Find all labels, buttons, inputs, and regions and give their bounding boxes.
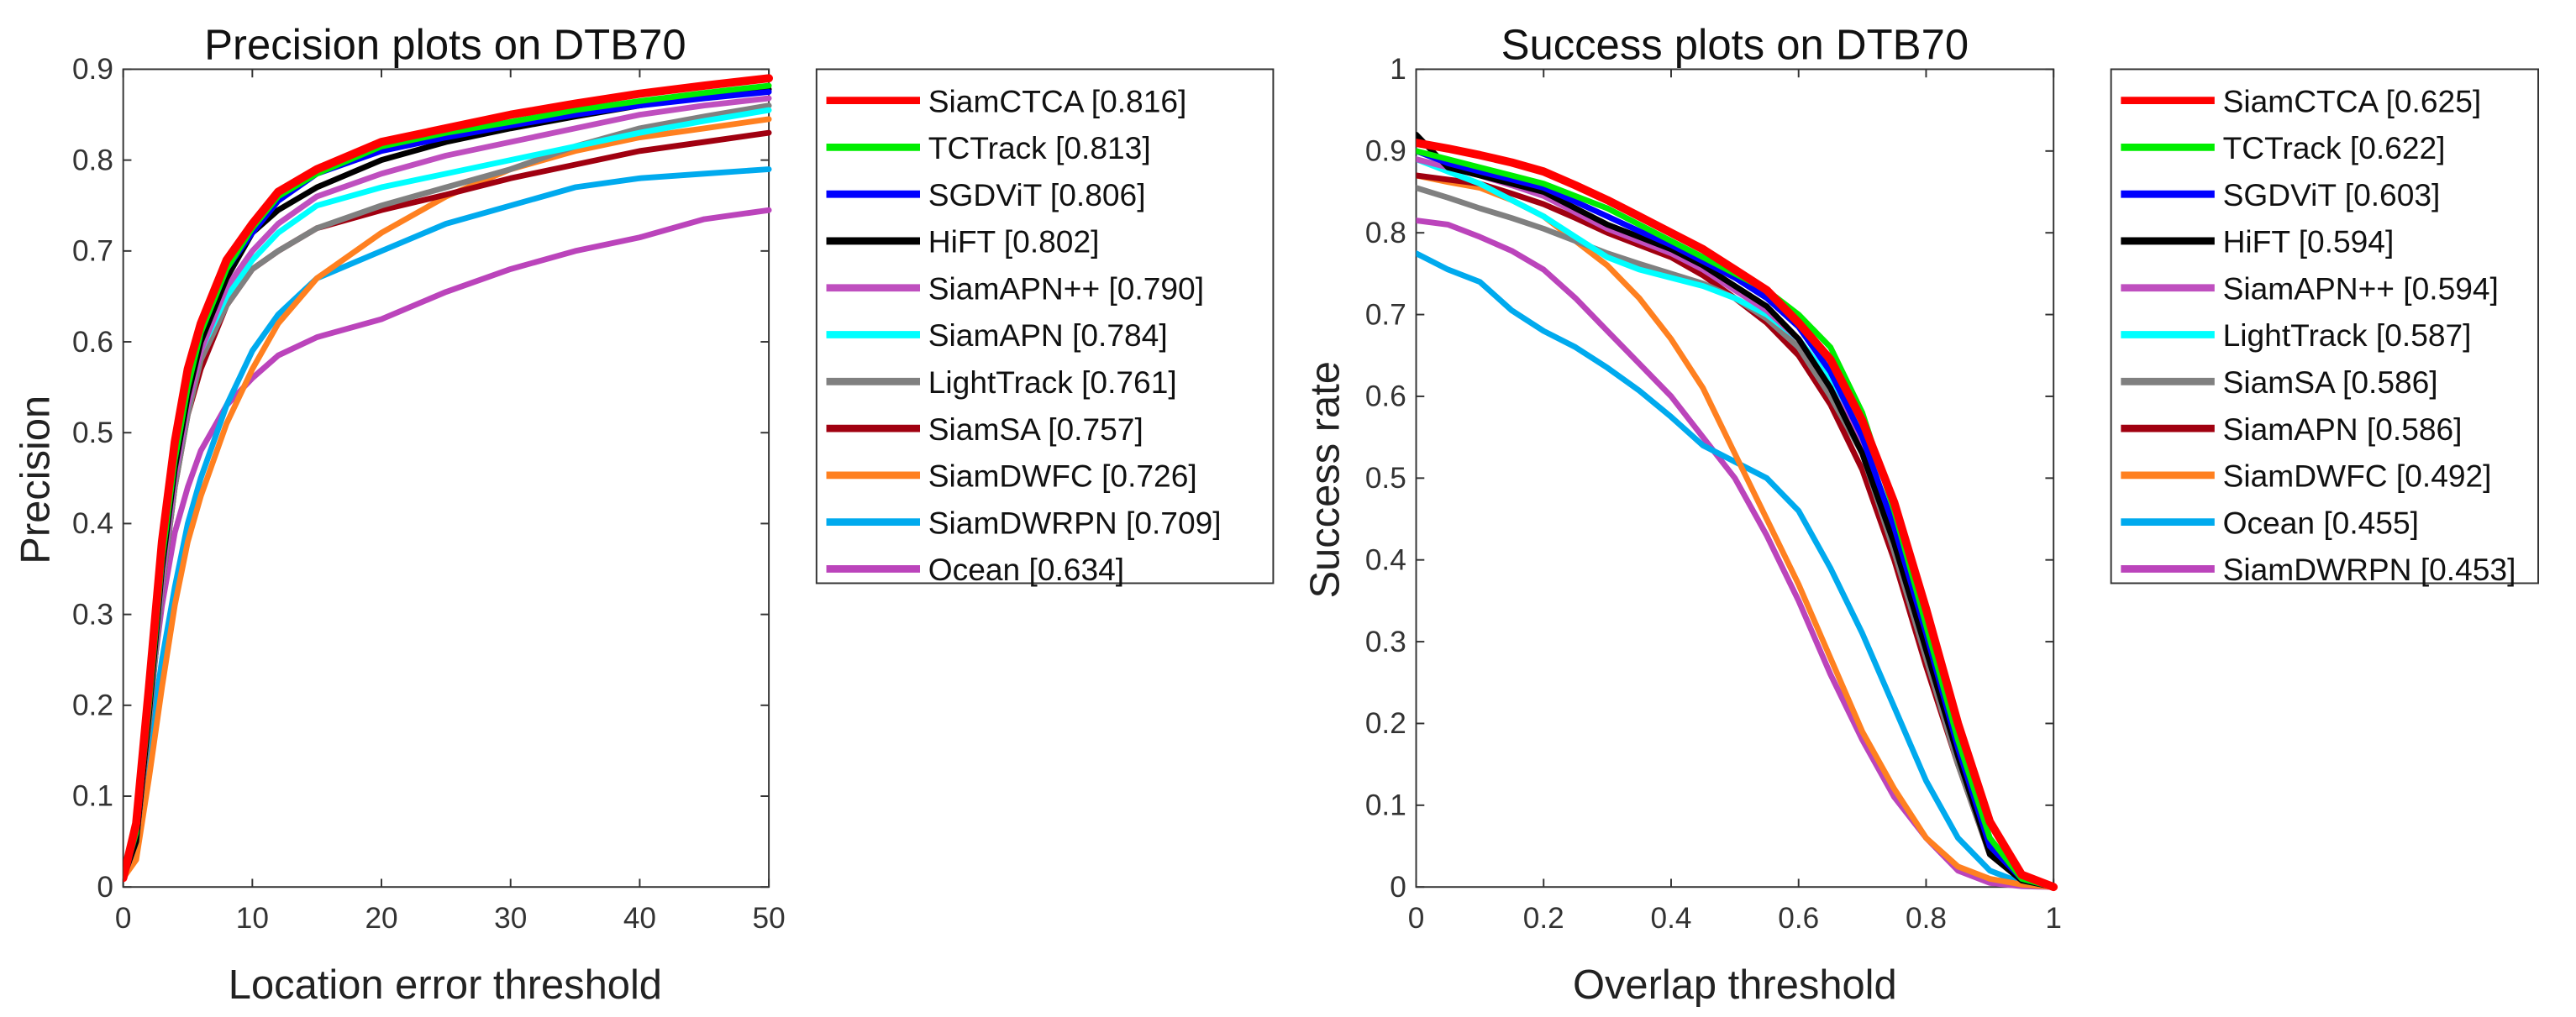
legend-label: SiamCTCA [0.625] — [2223, 83, 2482, 118]
legend-label: SiamAPN++ [0.790] — [928, 270, 1204, 306]
series-line-hift — [1416, 131, 2057, 890]
y-tick-label: 0.9 — [1365, 135, 1406, 168]
legend-label: SiamAPN++ [0.594] — [2223, 270, 2499, 306]
y-tick-label: 0.7 — [72, 235, 113, 268]
y-tick-label: 0.2 — [1365, 707, 1406, 740]
legend-label: SiamSA [0.757] — [928, 412, 1143, 447]
series-line-sgdvit — [123, 89, 772, 881]
series-line-tctrack — [123, 82, 772, 881]
legend-label: SiamDWRPN [0.453] — [2223, 552, 2516, 587]
y-tick-label: 0.6 — [72, 326, 113, 359]
x-tick-label: 40 — [623, 902, 656, 935]
series-lines — [1416, 131, 2058, 892]
legend-label: Ocean [0.455] — [2223, 505, 2419, 540]
legend-label: SGDViT [0.603] — [2223, 177, 2441, 212]
chart-title: Success plots on DTB70 — [1501, 21, 1969, 69]
y-axis-label: Precision — [13, 396, 59, 564]
precision-plot: Precision plots on DTB70 Location error … — [13, 21, 1275, 1008]
series-line-siamctca — [123, 74, 773, 883]
x-tick-label: 30 — [494, 902, 527, 935]
y-tick-label: 0.9 — [72, 53, 113, 86]
x-tick-label: 0.6 — [1778, 902, 1819, 935]
y-tick-label: 0.4 — [72, 507, 113, 540]
legend-box — [815, 68, 1275, 585]
y-tick-label: 0.1 — [1365, 789, 1406, 822]
x-tick-label: 1 — [2045, 902, 2062, 935]
axes-box — [122, 68, 770, 889]
series-lines — [123, 74, 773, 883]
x-axis-label: Overlap threshold — [1573, 962, 1897, 1008]
chart-title: Precision plots on DTB70 — [204, 21, 686, 69]
legend-label: SiamAPN [0.586] — [2223, 412, 2463, 447]
x-tick-label: 0.4 — [1651, 902, 1692, 935]
series-line-sgdvit — [1416, 148, 2057, 890]
legend-label: LightTrack [0.587] — [2223, 317, 2472, 353]
y-tick-label: 0.6 — [1365, 380, 1406, 413]
y-tick-label: 0.5 — [1365, 462, 1406, 495]
series-line-siamctca — [1416, 139, 2058, 892]
legend-label: HiFT [0.594] — [2223, 224, 2395, 259]
series-line-siamsa — [123, 129, 772, 881]
x-axis-label: Location error threshold — [229, 962, 662, 1008]
y-tick-label: 0.8 — [72, 144, 113, 176]
series-line-siamapn — [1416, 172, 2057, 890]
legend-label: SiamCTCA [0.816] — [928, 83, 1187, 118]
legend-box — [2110, 68, 2540, 585]
legend-label: SiamDWRPN [0.709] — [928, 505, 1222, 540]
success-plot: Success plots on DTB70 Overlap threshold… — [1303, 21, 2540, 1008]
legend-label: TCTrack [0.622] — [2223, 130, 2446, 165]
legend-label: SiamSA [0.586] — [2223, 364, 2438, 400]
legend-label: TCTrack [0.813] — [928, 130, 1151, 165]
x-tick-label: 20 — [365, 902, 397, 935]
y-tick-label: 0.3 — [72, 598, 113, 631]
y-tick-label: 0.7 — [1365, 298, 1406, 331]
legend-label: LightTrack [0.761] — [928, 364, 1177, 400]
legend-label: SiamDWFC [0.726] — [928, 459, 1197, 494]
y-tick-label: 0 — [97, 871, 113, 904]
y-tick-label: 0.8 — [1365, 217, 1406, 249]
series-line-tctrack — [1416, 148, 2057, 890]
y-tick-label: 0.5 — [72, 417, 113, 449]
y-tick-label: 0.1 — [72, 780, 113, 813]
x-tick-label: 0.8 — [1906, 902, 1947, 935]
legend-label: Ocean [0.634] — [928, 552, 1124, 587]
x-tick-label: 50 — [753, 902, 786, 935]
x-tick-label: 10 — [236, 902, 269, 935]
y-tick-label: 0 — [1390, 871, 1406, 904]
y-axis-label: Success rate — [1303, 361, 1348, 599]
series-line-siamdwrpn — [1416, 218, 2057, 890]
x-tick-label: 0 — [1408, 902, 1425, 935]
legend: SiamCTCA [0.625] TCTrack [0.622] SGDViT [0… — [2110, 68, 2540, 587]
x-tick-label: 0 — [115, 902, 132, 935]
y-tick-label: 0.4 — [1365, 543, 1406, 576]
y-tick-label: 0.2 — [72, 689, 113, 722]
series-line-siamdwrpn — [123, 166, 772, 881]
y-tick-label: 1 — [1390, 53, 1406, 86]
series-line-siamdwfc — [123, 116, 772, 881]
y-tick-label: 0.3 — [1365, 626, 1406, 658]
series-line-hift — [123, 86, 772, 881]
series-line-siamdwfc — [1416, 172, 2057, 890]
legend: SiamCTCA [0.816] TCTrack [0.813] SGDViT [0… — [815, 68, 1275, 587]
series-line-ocean — [1416, 250, 2057, 890]
legend-label: SiamAPN [0.784] — [928, 317, 1168, 353]
legend-label: SGDViT [0.806] — [928, 177, 1146, 212]
legend-label: HiFT [0.802] — [928, 224, 1100, 259]
x-tick-label: 0.2 — [1523, 902, 1564, 935]
series-line-siamapnpp — [123, 95, 772, 881]
legend-label: SiamDWFC [0.492] — [2223, 459, 2492, 494]
